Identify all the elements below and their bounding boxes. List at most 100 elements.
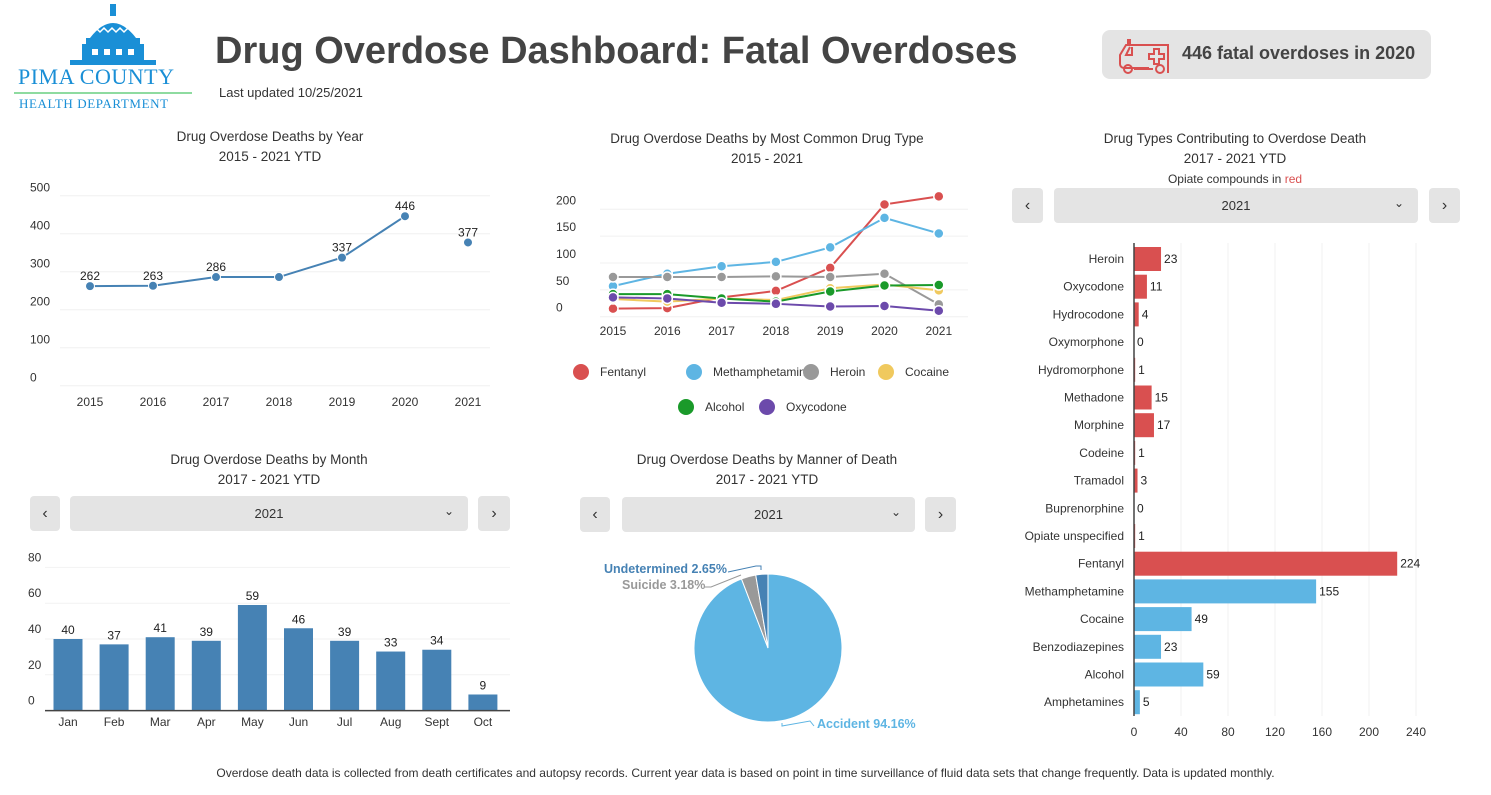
bar: [99, 644, 129, 711]
x-tick-label: 2021: [455, 395, 482, 409]
type-chart-title: Drug Overdose Deaths by Most Common Drug…: [610, 129, 923, 169]
y-tick-label: 60: [28, 586, 42, 600]
legend-label: Alcohol: [705, 400, 744, 414]
legend-marker: [678, 399, 694, 415]
bar: [1134, 468, 1138, 493]
data-label: 39: [338, 625, 352, 639]
bar: [237, 604, 267, 711]
x-tick-label: 2015: [77, 395, 104, 409]
data-point: [211, 272, 221, 283]
y-tick-label: 150: [556, 220, 576, 234]
legend-label: Cocaine: [905, 365, 949, 379]
x-tick-label: 2015: [600, 324, 627, 338]
x-tick-label: 2017: [708, 324, 735, 338]
bar: [1134, 385, 1152, 410]
data-label: 4: [1142, 307, 1149, 321]
x-tick-label: 120: [1265, 725, 1285, 739]
leader-line: [727, 565, 762, 573]
contrib-chart-title: Drug Types Contributing to Overdose Deat…: [1104, 129, 1366, 189]
bar: [1134, 551, 1398, 576]
data-point: [463, 237, 473, 248]
x-tick-label: Jan: [58, 715, 77, 729]
note-prefix: Opiate compounds in: [1167, 172, 1282, 186]
pie-slice: [755, 573, 769, 649]
x-tick-label: 2021: [925, 324, 952, 338]
contrib-year-select[interactable]: 2021 ⌄: [1054, 188, 1418, 223]
data-label: 23: [1164, 252, 1178, 266]
data-point: [933, 190, 945, 203]
contrib-prev-button[interactable]: ‹: [1012, 188, 1043, 223]
y-tick-label: 400: [30, 219, 50, 233]
logo-department: HEALTH DEPARTMENT: [19, 96, 169, 111]
y-tick-label: 200: [556, 193, 576, 207]
bar: [422, 649, 452, 711]
data-label: 37: [107, 628, 121, 642]
data-label: 23: [1164, 640, 1178, 654]
y-category-label: Amphetamines: [1044, 695, 1124, 709]
x-tick-label: 2018: [763, 324, 790, 338]
y-category-label: Methamphetamine: [1025, 584, 1125, 598]
data-label: 33: [384, 636, 398, 650]
y-category-label: Benzodiazepines: [1033, 640, 1124, 654]
y-category-label: Buprenorphine: [1045, 501, 1124, 515]
data-label: 224: [1400, 557, 1420, 571]
data-label: 337: [332, 241, 352, 255]
data-label: 377: [458, 225, 478, 239]
y-category-label: Opiate unspecified: [1025, 529, 1124, 543]
bar: [1134, 247, 1162, 271]
y-tick-label: 50: [556, 274, 570, 288]
month-chart-title: Drug Overdose Deaths by Month 2017 - 2021…: [170, 450, 367, 490]
data-point: [770, 256, 782, 268]
data-label: 11: [1150, 280, 1163, 294]
subtitle-text: 2015 - 2021 YTD: [218, 149, 322, 164]
data-point: [878, 300, 891, 312]
data-point: [715, 296, 728, 309]
bar: [1134, 579, 1317, 604]
last-updated: Last updated 10/25/2021: [219, 85, 363, 100]
title-text: Drug Overdose Deaths by Manner of Death: [636, 452, 898, 467]
y-category-label: Codeine: [1079, 446, 1124, 460]
data-point: [770, 270, 782, 283]
legend-marker: [878, 364, 894, 380]
y-category-label: Cocaine: [1080, 612, 1124, 626]
y-tick-label: 20: [28, 658, 42, 672]
x-tick-label: 160: [1312, 725, 1332, 739]
data-point: [824, 285, 836, 298]
ambulance-icon: [1119, 39, 1169, 74]
data-label: 1: [1138, 529, 1145, 543]
contrib-next-button[interactable]: ›: [1429, 188, 1460, 223]
month-prev-button[interactable]: ‹: [30, 496, 60, 531]
data-label: 0: [1137, 501, 1144, 515]
slice-label: Accident 94.16%: [817, 717, 916, 731]
y-tick-label: 40: [28, 622, 42, 636]
x-tick-label: Jul: [337, 715, 352, 729]
month-year-select[interactable]: 2021 ⌄: [70, 496, 468, 531]
y-tick-label: 500: [30, 181, 50, 195]
manner-chart-title: Drug Overdose Deaths by Manner of Death 2…: [637, 450, 897, 490]
data-label: 49: [1195, 612, 1209, 626]
data-point: [770, 298, 782, 310]
leader-line: [705, 574, 742, 588]
data-point: [661, 292, 674, 305]
manner-year-select[interactable]: 2021 ⌄: [622, 497, 915, 532]
month-next-button[interactable]: ›: [478, 496, 510, 531]
data-label: 39: [200, 625, 214, 639]
bar: [1134, 607, 1192, 632]
y-tick-label: 100: [30, 333, 50, 347]
data-point: [878, 279, 891, 292]
logo: PIMA COUNTY HEALTH DEPARTMENT: [12, 2, 192, 112]
legend-marker: [803, 364, 819, 380]
manner-next-button[interactable]: ›: [925, 497, 956, 532]
manner-prev-button[interactable]: ‹: [580, 497, 610, 532]
data-point: [824, 300, 836, 313]
y-category-label: Oxymorphone: [1049, 335, 1125, 349]
x-tick-label: Feb: [104, 715, 125, 729]
x-tick-label: 2020: [871, 324, 898, 338]
x-tick-label: Sept: [424, 715, 449, 729]
data-point: [715, 271, 728, 283]
y-category-label: Tramadol: [1074, 474, 1124, 488]
data-point: [400, 211, 410, 222]
chevron-down-icon: ⌄: [1393, 196, 1404, 210]
logo-name: PIMA COUNTY: [18, 64, 175, 89]
bar: [145, 637, 175, 711]
